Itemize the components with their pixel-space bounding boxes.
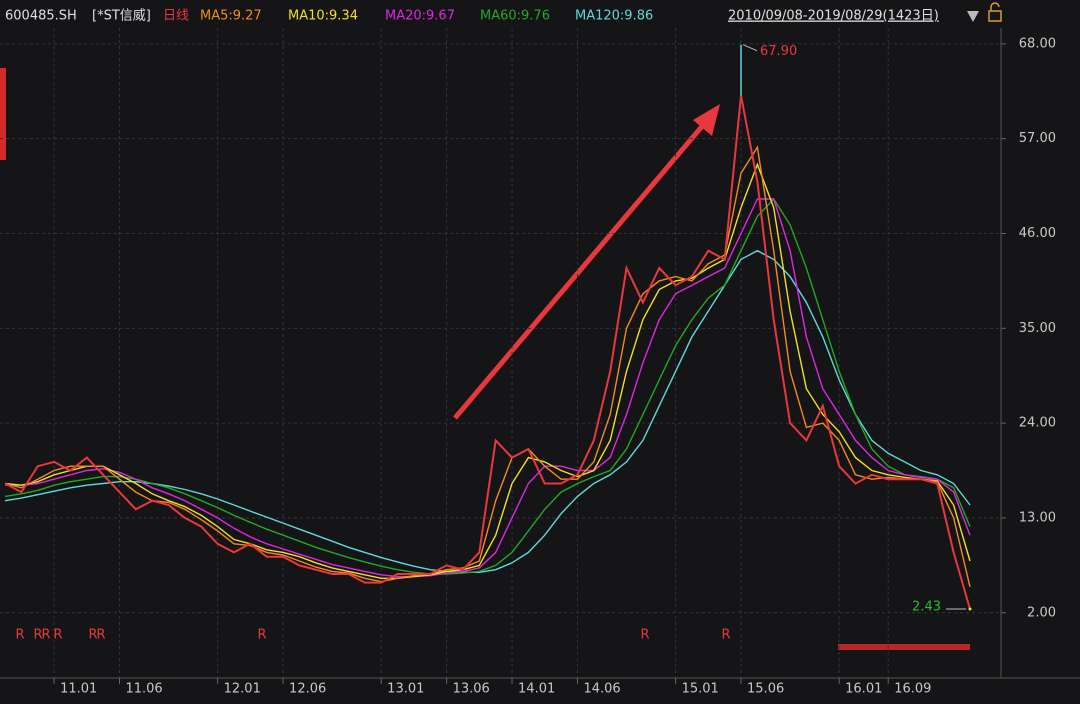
event-label: R xyxy=(257,628,266,643)
x-tick-label: 11.01 xyxy=(60,682,97,697)
legend-entry: MA20:9.67 xyxy=(385,9,455,24)
series-line xyxy=(4,249,971,573)
event-label: R xyxy=(96,628,105,643)
last-point xyxy=(968,607,972,611)
y-tick-label: 46.00 xyxy=(1019,226,1056,241)
x-tick-label: 15.06 xyxy=(747,682,784,697)
x-tick-label: 12.06 xyxy=(289,682,326,697)
event-label: R xyxy=(15,628,24,643)
event-label: R xyxy=(640,628,649,643)
x-tick-label: 12.01 xyxy=(224,682,261,697)
y-tick-label: 2.00 xyxy=(1027,605,1056,620)
event-label: R xyxy=(53,628,62,643)
series-line xyxy=(4,197,971,575)
signal-strip xyxy=(838,644,970,650)
legend-entry: MA60:9.76 xyxy=(480,9,550,24)
trend-arrow-head xyxy=(693,104,720,136)
legend: 600485.SH [*ST信威] 2010/09/08-2019/08/29(… xyxy=(5,9,939,24)
event-label: R xyxy=(88,628,97,643)
date-range[interactable]: 2010/09/08-2019/08/29(1423日) xyxy=(728,9,939,24)
x-tick-label: 13.01 xyxy=(387,682,424,697)
series-line xyxy=(4,145,971,588)
lock-icon[interactable] xyxy=(988,10,1002,22)
x-tick-label: 14.01 xyxy=(518,682,555,697)
y-tick-label: 35.00 xyxy=(1019,321,1056,336)
event-label: R xyxy=(33,628,42,643)
side-marker xyxy=(0,68,6,160)
last-label: 2.43 xyxy=(912,600,941,615)
lock-shackle xyxy=(990,2,1000,11)
x-tick-label: 11.06 xyxy=(125,682,162,697)
x-tick-label: 15.01 xyxy=(682,682,719,697)
trend-arrow xyxy=(453,122,706,420)
grid: 2.00 13.00 24.00 35.00 46.00 57.00 68.00 11.01 1… xyxy=(0,28,1056,697)
x-tick-label: 14.06 xyxy=(583,682,620,697)
symbol: 600485.SH xyxy=(5,9,77,24)
series-line xyxy=(5,198,971,578)
legend-entry: MA10:9.34 xyxy=(288,9,358,24)
y-tick-label: 68.00 xyxy=(1019,36,1056,51)
legend-entry: MA5:9.27 xyxy=(200,9,262,24)
x-tick-label: 16.01 xyxy=(845,682,882,697)
high-pointer xyxy=(742,44,758,52)
legend-entry: 日线 xyxy=(163,9,189,24)
legend-entry: MA120:9.86 xyxy=(575,9,653,24)
signal-markers xyxy=(838,644,970,650)
event-label: R xyxy=(721,628,730,643)
y-tick-label: 57.00 xyxy=(1019,131,1056,146)
y-tick-label: 13.00 xyxy=(1019,510,1056,525)
event-label: R xyxy=(41,628,50,643)
y-tick-label: 24.00 xyxy=(1019,416,1056,431)
high-label: 67.90 xyxy=(760,44,797,59)
x-tick-label: 16.09 xyxy=(894,682,931,697)
series-line xyxy=(4,95,971,610)
series-line xyxy=(4,162,971,579)
stock-name: [*ST信威] xyxy=(92,9,151,24)
dropdown-icon[interactable] xyxy=(967,11,979,22)
x-tick-label: 13.06 xyxy=(453,682,490,697)
